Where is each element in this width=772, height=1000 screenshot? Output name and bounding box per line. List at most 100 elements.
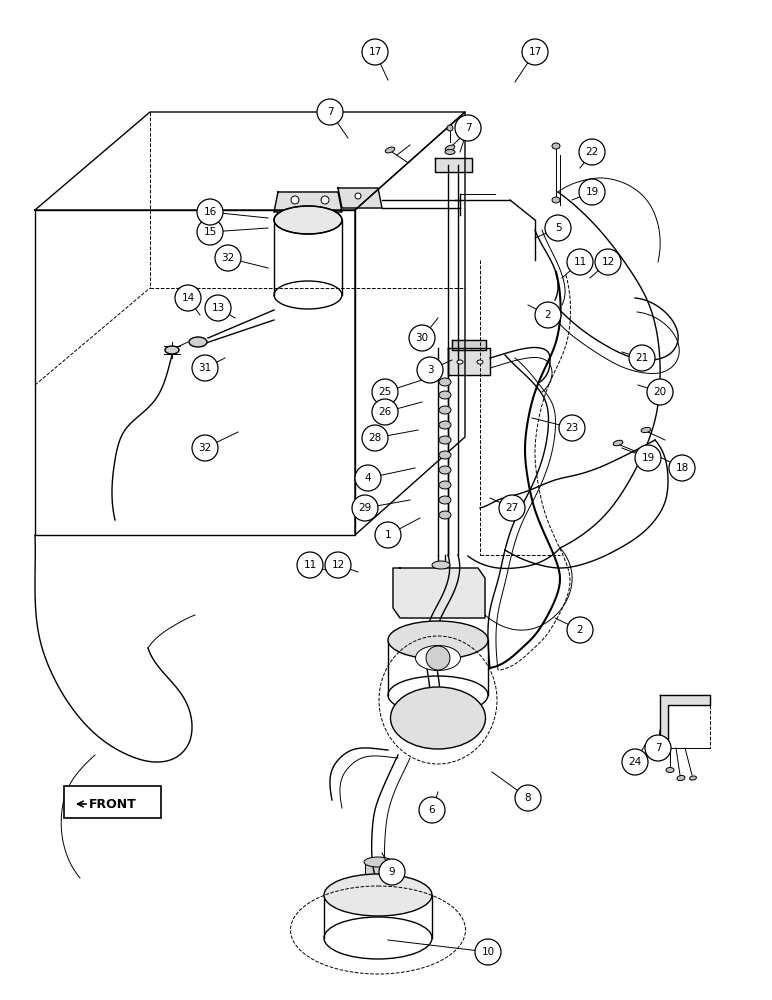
Text: 20: 20 (653, 387, 666, 397)
Ellipse shape (165, 346, 179, 354)
Circle shape (567, 249, 593, 275)
Text: 27: 27 (506, 503, 519, 513)
Circle shape (325, 552, 351, 578)
Circle shape (417, 357, 443, 383)
Text: 15: 15 (203, 227, 217, 237)
Ellipse shape (666, 768, 674, 772)
Text: 13: 13 (212, 303, 225, 313)
Circle shape (579, 179, 605, 205)
Ellipse shape (439, 451, 451, 459)
Polygon shape (435, 158, 472, 172)
Ellipse shape (324, 874, 432, 916)
Ellipse shape (552, 143, 560, 149)
Text: 17: 17 (368, 47, 381, 57)
Text: 31: 31 (198, 363, 212, 373)
Text: 23: 23 (565, 423, 579, 433)
Circle shape (559, 415, 585, 441)
Ellipse shape (432, 561, 450, 569)
Text: 18: 18 (676, 463, 689, 473)
Circle shape (175, 285, 201, 311)
Text: 11: 11 (303, 560, 317, 570)
Circle shape (352, 495, 378, 521)
Circle shape (362, 39, 388, 65)
Text: 25: 25 (378, 387, 391, 397)
Circle shape (455, 115, 481, 141)
Circle shape (669, 455, 695, 481)
FancyBboxPatch shape (64, 786, 161, 818)
Polygon shape (660, 695, 710, 748)
Text: 4: 4 (364, 473, 371, 483)
Ellipse shape (445, 145, 455, 151)
Ellipse shape (439, 511, 451, 519)
Text: 12: 12 (331, 560, 344, 570)
Text: FRONT: FRONT (89, 798, 137, 810)
Ellipse shape (613, 440, 623, 446)
Ellipse shape (439, 481, 451, 489)
Circle shape (317, 99, 343, 125)
Ellipse shape (641, 427, 651, 433)
Circle shape (475, 939, 501, 965)
Text: 19: 19 (585, 187, 598, 197)
Text: 10: 10 (482, 947, 495, 957)
Text: 24: 24 (628, 757, 642, 767)
Ellipse shape (439, 406, 451, 414)
Ellipse shape (439, 436, 451, 444)
Circle shape (379, 859, 405, 885)
Text: 1: 1 (384, 530, 391, 540)
Circle shape (595, 249, 621, 275)
Ellipse shape (388, 621, 488, 659)
Circle shape (522, 39, 548, 65)
Circle shape (629, 345, 655, 371)
Text: 26: 26 (378, 407, 391, 417)
Ellipse shape (439, 466, 451, 474)
Circle shape (297, 552, 323, 578)
Circle shape (291, 196, 299, 204)
Ellipse shape (274, 206, 342, 234)
Circle shape (567, 617, 593, 643)
Text: 17: 17 (528, 47, 542, 57)
Polygon shape (452, 340, 486, 350)
Text: 8: 8 (525, 793, 531, 803)
Ellipse shape (457, 360, 463, 364)
Circle shape (419, 797, 445, 823)
Ellipse shape (189, 337, 207, 347)
Text: 2: 2 (577, 625, 584, 635)
Ellipse shape (447, 125, 453, 131)
Circle shape (635, 445, 661, 471)
Text: 22: 22 (585, 147, 598, 157)
Text: 9: 9 (388, 867, 395, 877)
Circle shape (579, 139, 605, 165)
Text: 7: 7 (465, 123, 472, 133)
Ellipse shape (439, 378, 451, 386)
Text: 21: 21 (635, 353, 648, 363)
Circle shape (545, 215, 571, 241)
Text: 11: 11 (574, 257, 587, 267)
Ellipse shape (677, 775, 685, 781)
Text: 19: 19 (642, 453, 655, 463)
Ellipse shape (552, 197, 560, 203)
Text: 12: 12 (601, 257, 615, 267)
Text: 29: 29 (358, 503, 371, 513)
Text: 30: 30 (415, 333, 428, 343)
Text: 16: 16 (203, 207, 217, 217)
Ellipse shape (439, 391, 451, 399)
Text: 6: 6 (428, 805, 435, 815)
Ellipse shape (385, 147, 394, 153)
Text: 7: 7 (327, 107, 334, 117)
Text: 28: 28 (368, 433, 381, 443)
Ellipse shape (439, 421, 451, 429)
Circle shape (375, 522, 401, 548)
Polygon shape (393, 568, 485, 618)
Polygon shape (365, 862, 392, 878)
Ellipse shape (415, 646, 461, 670)
Circle shape (197, 199, 223, 225)
Circle shape (426, 646, 450, 670)
Circle shape (535, 302, 561, 328)
Circle shape (499, 495, 525, 521)
Circle shape (372, 399, 398, 425)
Circle shape (205, 295, 231, 321)
Ellipse shape (391, 687, 486, 749)
Text: 32: 32 (198, 443, 212, 453)
Circle shape (321, 196, 329, 204)
Circle shape (355, 193, 361, 199)
